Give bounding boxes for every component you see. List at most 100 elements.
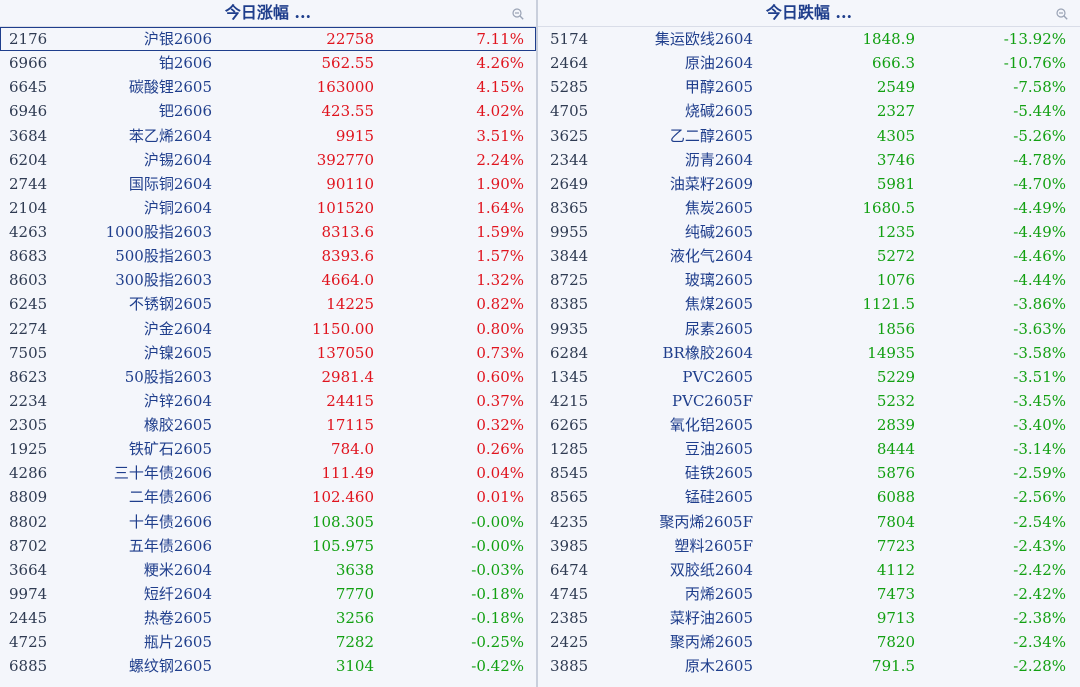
quote-row[interactable]: 1345 PVC2605 5229 -3.51%: [538, 365, 1080, 389]
quote-row[interactable]: 4705 烧碱2605 2327 -5.44%: [538, 99, 1080, 123]
contract-code: 3885: [550, 657, 589, 676]
quote-row[interactable]: 8545 硅铁2605 5876 -2.59%: [538, 461, 1080, 485]
quote-row[interactable]: 9974 短纤2604 7770 -0.18%: [0, 582, 536, 606]
last-price: 137050: [316, 343, 374, 362]
quote-row[interactable]: 2344 沥青2604 3746 -4.78%: [538, 148, 1080, 172]
last-price: 5229: [876, 367, 915, 386]
change-percent: 4.02%: [476, 102, 524, 121]
quote-row[interactable]: 4745 丙烯2605 7473 -2.42%: [538, 582, 1080, 606]
gainers-list: 2176 沪银2606 22758 7.11% 6966 铂2606 562.55 4.26%…: [0, 27, 536, 678]
zoom-out-icon[interactable]: [512, 8, 524, 20]
quote-row[interactable]: 8683 500股指2603 8393.6 1.57%: [0, 244, 536, 268]
quote-row[interactable]: 2445 热卷2605 3256 -0.18%: [0, 606, 536, 630]
last-price: 7723: [876, 536, 915, 555]
quote-row[interactable]: 1285 豆油2605 8444 -3.14%: [538, 437, 1080, 461]
quote-row[interactable]: 7505 沪镍2605 137050 0.73%: [0, 341, 536, 365]
last-price: 8313.6: [321, 223, 375, 241]
quote-row[interactable]: 4235 聚丙烯2605F 7804 -2.54%: [538, 510, 1080, 534]
quote-row[interactable]: 4215 PVC2605F 5232 -3.45%: [538, 389, 1080, 413]
last-price: 1076: [876, 271, 915, 290]
quote-row[interactable]: 4263 1000股指2603 8313.6 1.59%: [0, 220, 536, 244]
contract-name: BR橡胶2604: [662, 343, 754, 362]
change-percent: -0.42%: [471, 657, 524, 676]
contract-name: 丙烯2605: [684, 584, 753, 603]
quote-row[interactable]: 2425 聚丙烯2605 7820 -2.34%: [538, 630, 1080, 654]
contract-code: 6265: [550, 416, 589, 434]
quote-row[interactable]: 3625 乙二醇2605 4305 -5.26%: [538, 124, 1080, 148]
contract-code: 3684: [9, 126, 48, 145]
contract-name: 液化气2604: [669, 247, 753, 266]
contract-code: 3985: [550, 536, 589, 555]
quote-row[interactable]: 2274 沪金2604 1150.00 0.80%: [0, 317, 536, 341]
quote-row[interactable]: 4725 瓶片2605 7282 -0.25%: [0, 630, 536, 654]
quote-row[interactable]: 8702 五年债2606 105.975 -0.00%: [0, 534, 536, 558]
last-price: 1680.5: [862, 198, 916, 217]
quote-row[interactable]: 9935 尿素2605 1856 -3.63%: [538, 317, 1080, 341]
quote-row[interactable]: 2234 沪锌2604 24415 0.37%: [0, 389, 536, 413]
quote-row[interactable]: 6265 氧化铝2605 2839 -3.40%: [538, 413, 1080, 437]
quote-row[interactable]: 3885 原木2605 791.5 -2.28%: [538, 654, 1080, 678]
contract-name: 原木2605: [684, 657, 753, 676]
quote-row[interactable]: 8623 50股指2603 2981.4 0.60%: [0, 365, 536, 389]
quote-row[interactable]: 2385 菜籽油2605 9713 -2.38%: [538, 606, 1080, 630]
contract-code: 4235: [550, 512, 589, 531]
last-price: 2981.4: [321, 367, 375, 386]
quote-row[interactable]: 1925 铁矿石2605 784.0 0.26%: [0, 437, 536, 461]
quote-row[interactable]: 6474 双胶纸2604 4112 -2.42%: [538, 558, 1080, 582]
last-price: 7282: [335, 633, 374, 652]
quote-row[interactable]: 2464 原油2604 666.3 -10.76%: [538, 51, 1080, 75]
quote-row[interactable]: 8365 焦炭2605 1680.5 -4.49%: [538, 196, 1080, 220]
quote-row[interactable]: 6966 铂2606 562.55 4.26%: [0, 51, 536, 75]
quote-row[interactable]: 3844 液化气2604 5272 -4.46%: [538, 244, 1080, 268]
last-price: 108.305: [311, 512, 374, 531]
change-percent: -0.03%: [471, 560, 524, 579]
contract-code: 8565: [550, 488, 589, 507]
change-percent: 1.64%: [476, 198, 524, 217]
quote-row[interactable]: 5285 甲醇2605 2549 -7.58%: [538, 75, 1080, 99]
contract-name: 沪镍2605: [143, 343, 212, 362]
quote-row[interactable]: 2104 沪铜2604 101520 1.64%: [0, 196, 536, 220]
quote-row[interactable]: 8385 焦煤2605 1121.5 -3.86%: [538, 292, 1080, 316]
quote-row[interactable]: 4286 三十年债2606 111.49 0.04%: [0, 461, 536, 485]
last-price: 22758: [326, 30, 374, 48]
quote-row[interactable]: 8565 锰硅2605 6088 -2.56%: [538, 485, 1080, 509]
contract-name: 尿素2605: [684, 319, 753, 338]
quote-row[interactable]: 3985 塑料2605F 7723 -2.43%: [538, 534, 1080, 558]
quote-row[interactable]: 6946 钯2606 423.55 4.02%: [0, 99, 536, 123]
last-price: 14935: [867, 343, 915, 362]
quote-row[interactable]: 6245 不锈钢2605 14225 0.82%: [0, 292, 536, 316]
contract-name: 粳米2604: [143, 560, 212, 579]
quote-row[interactable]: 2649 油菜籽2609 5981 -4.70%: [538, 172, 1080, 196]
quote-row[interactable]: 8809 二年债2606 102.460 0.01%: [0, 485, 536, 509]
quote-row[interactable]: 6885 螺纹钢2605 3104 -0.42%: [0, 654, 536, 678]
quote-row[interactable]: 6284 BR橡胶2604 14935 -3.58%: [538, 341, 1080, 365]
quote-row[interactable]: 8802 十年债2606 108.305 -0.00%: [0, 510, 536, 534]
quote-row[interactable]: 3684 苯乙烯2604 9915 3.51%: [0, 124, 536, 148]
contract-name: 三十年债2606: [113, 464, 212, 483]
quote-row[interactable]: 6204 沪锡2604 392770 2.24%: [0, 148, 536, 172]
change-percent: -13.92%: [1003, 30, 1066, 48]
last-price: 2327: [876, 102, 915, 121]
contract-name: 焦炭2605: [684, 198, 753, 217]
change-percent: 1.32%: [476, 271, 524, 290]
change-percent: -3.14%: [1013, 440, 1066, 459]
quote-row[interactable]: 2744 国际铜2604 90110 1.90%: [0, 172, 536, 196]
contract-name: 钯2606: [158, 102, 212, 121]
contract-code: 4725: [9, 633, 48, 652]
quote-row[interactable]: 2176 沪银2606 22758 7.11%: [0, 27, 536, 52]
quote-row[interactable]: 8725 玻璃2605 1076 -4.44%: [538, 268, 1080, 292]
quote-row[interactable]: 8603 300股指2603 4664.0 1.32%: [0, 268, 536, 292]
losers-header[interactable]: 今日跌幅 ...: [538, 0, 1080, 27]
quote-row[interactable]: 3664 粳米2604 3638 -0.03%: [0, 558, 536, 582]
change-percent: -10.76%: [1003, 54, 1066, 73]
quote-row[interactable]: 2305 橡胶2605 17115 0.32%: [0, 413, 536, 437]
contract-name: 菜籽油2605: [669, 609, 753, 627]
gainers-header[interactable]: 今日涨幅 ...: [0, 0, 536, 27]
panel-divider: [536, 0, 538, 687]
contract-name: 300股指2603: [115, 271, 212, 290]
zoom-out-icon[interactable]: [1056, 8, 1068, 20]
quote-row[interactable]: 9955 纯碱2605 1235 -4.49%: [538, 220, 1080, 244]
quote-row[interactable]: 6645 碳酸锂2605 163000 4.15%: [0, 75, 536, 99]
change-percent: -3.63%: [1013, 319, 1066, 338]
quote-row[interactable]: 5174 集运欧线2604 1848.9 -13.92%: [538, 27, 1080, 51]
